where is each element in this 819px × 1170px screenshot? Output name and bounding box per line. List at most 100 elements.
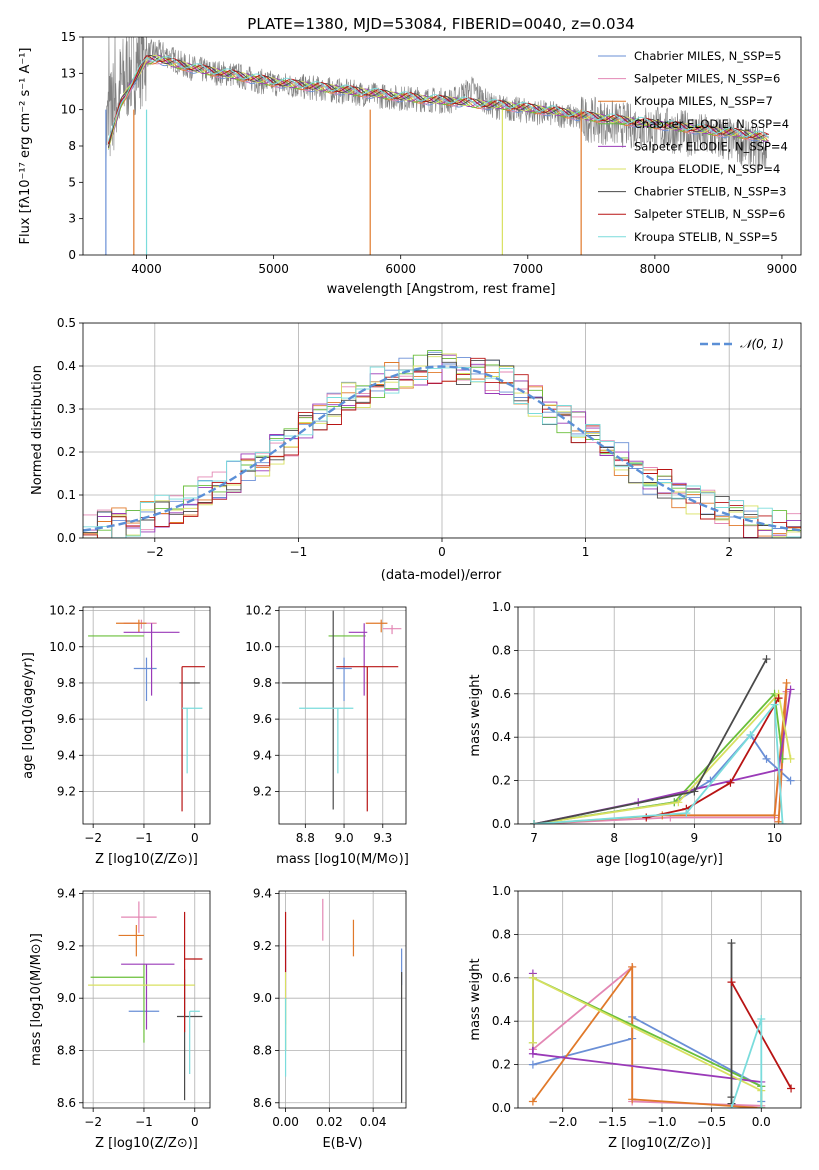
y-tick-label: 0.8 xyxy=(492,643,511,657)
plot-area-spectrum xyxy=(105,37,770,255)
y-tick-label: 9.6 xyxy=(253,712,272,726)
weight-marker xyxy=(786,685,795,694)
y-tick-label: 9.4 xyxy=(253,887,272,901)
legend: Chabrier MILES, N_SSP=5 Salpeter MILES, N… xyxy=(598,49,789,244)
x-tick-label: 0 xyxy=(438,545,446,559)
y-tick-label: 0.2 xyxy=(57,445,76,459)
legend-label-6: Chabrier STELIB, N_SSP=3 xyxy=(634,185,786,199)
model-line-2 xyxy=(107,58,770,144)
y-tick-label: 0.4 xyxy=(57,359,76,373)
legend-label-5: Kroupa ELODIE, N_SSP=4 xyxy=(634,162,780,176)
y-tick-label: 1.0 xyxy=(492,884,511,898)
weight-line-8 xyxy=(730,1018,763,1108)
x-tick-label: 7 xyxy=(530,831,538,845)
errorbar-point-2 xyxy=(118,924,144,957)
weight-line-1 xyxy=(532,965,762,1107)
plot-area-residuals xyxy=(83,323,801,538)
legend-label-0: Chabrier MILES, N_SSP=5 xyxy=(634,49,781,63)
weight-marker xyxy=(528,1049,537,1058)
panel-residuals: −2 −1 0 1 2 0.0 0.1 0.2 0.3 0.4 0.5 xyxy=(57,316,802,559)
errorbar-point-3 xyxy=(90,964,145,1043)
y-tick-label: 0.2 xyxy=(492,774,511,788)
legend-label-8: Kroupa STELIB, N_SSP=5 xyxy=(634,230,778,244)
weight-marker xyxy=(782,678,791,687)
y-tick-label: 8.6 xyxy=(253,1096,272,1110)
y-tick-label: 9.2 xyxy=(57,939,76,953)
x-tick-label: 9000 xyxy=(767,262,798,276)
axes-frame xyxy=(517,890,802,1109)
y-tick-label: 1.0 xyxy=(492,600,511,614)
weight-marker xyxy=(727,1104,736,1108)
x-tick-label: 0.02 xyxy=(316,1115,343,1129)
axes-frame xyxy=(278,606,407,825)
chart-title: PLATE=1380, MJD=53084, FIBERID=0040, z=0… xyxy=(247,15,634,33)
plot-area-z-age xyxy=(83,607,210,824)
errorbar-point-0 xyxy=(336,657,352,702)
weight-marker xyxy=(786,754,795,763)
x-tick-label: 9 xyxy=(691,831,699,845)
weight-marker xyxy=(787,1084,796,1093)
weight-marker xyxy=(690,787,699,796)
x-tick-label: 8.8 xyxy=(296,831,315,845)
weight-marker xyxy=(528,1097,537,1106)
x-tick-label: 6000 xyxy=(385,262,416,276)
plot-area-mass-age xyxy=(279,607,406,824)
x-tick-label: 8 xyxy=(610,831,618,845)
weight-marker xyxy=(528,1060,537,1069)
weight-marker xyxy=(528,1038,537,1047)
y-axis-label: Flux [fλ10⁻¹⁷ erg cm⁻² s⁻¹ A⁻¹] xyxy=(18,48,33,245)
errorbar-point-7 xyxy=(184,911,203,1033)
errorbar-point-8 xyxy=(299,707,354,774)
legend-label-4: Salpeter ELODIE, N_SSP=4 xyxy=(634,139,788,153)
x-tick-label: 9.0 xyxy=(335,831,354,845)
legend-label-2: Kroupa MILES, N_SSP=7 xyxy=(634,94,773,108)
gaussian-curve xyxy=(83,365,801,532)
histogram-4 xyxy=(83,354,801,538)
weight-marker xyxy=(726,778,735,787)
x-tick-label: −2.0 xyxy=(548,1115,577,1129)
x-tick-label: 5000 xyxy=(258,262,289,276)
x-tick-label: 0 xyxy=(191,1115,199,1129)
x-axis-label: age [log10(age/yr)] xyxy=(596,852,723,867)
plot-area-z-mass xyxy=(83,891,210,1108)
y-tick-label: 8.6 xyxy=(57,1096,76,1110)
x-tick-label: 0.04 xyxy=(360,1115,387,1129)
x-tick-label: 0.0 xyxy=(752,1115,771,1129)
x-axis-label: Z [log10(Z/Z⊙)] xyxy=(95,852,198,867)
y-tick-label: 0 xyxy=(68,248,76,262)
x-axis-label: Z [log10(Z/Z⊙)] xyxy=(95,1136,198,1151)
model-line-8 xyxy=(107,56,770,142)
y-tick-label: 9.2 xyxy=(253,784,272,798)
x-axis-label: mass [log10(M/M⊙)] xyxy=(276,852,409,867)
weight-line-3 xyxy=(532,976,763,1108)
y-tick-label: 0.8 xyxy=(492,927,511,941)
weight-marker xyxy=(727,939,736,948)
errorbar-point-1 xyxy=(382,625,402,635)
y-tick-label: 10 xyxy=(61,103,76,117)
y-axis-label: mass weight xyxy=(468,674,483,756)
x-tick-label: −2 xyxy=(84,1115,102,1129)
weight-marker xyxy=(774,817,783,824)
axes-frame xyxy=(82,890,211,1109)
panel-age-weight: 7 8 9 10 0.0 0.2 0.4 0.6 0.8 1.0 xyxy=(492,600,802,845)
x-tick-label: 4000 xyxy=(131,262,162,276)
weight-marker xyxy=(786,776,795,785)
y-tick-label: 9.8 xyxy=(253,676,272,690)
x-tick-label: −1 xyxy=(135,831,153,845)
panel-z-weight: −2.0 −1.5 −1.0 −0.5 0.0 0.0 0.2 0.4 0.6 0.8 1.0 xyxy=(492,884,802,1129)
x-tick-label: 1 xyxy=(582,545,590,559)
axes-frame xyxy=(278,890,407,1109)
x-tick-label: 2 xyxy=(725,545,733,559)
y-tick-label: 10.0 xyxy=(245,640,272,654)
y-tick-label: 9.0 xyxy=(253,991,272,1005)
x-tick-label: 0 xyxy=(191,831,199,845)
errorbar-point-4 xyxy=(121,963,175,1030)
weight-marker xyxy=(528,973,537,982)
legend-label-gaussian: 𝒩(0, 1) xyxy=(740,337,784,351)
y-tick-label: 0.0 xyxy=(492,1101,511,1115)
model-line-6 xyxy=(107,54,769,148)
errorbar-point-7 xyxy=(181,666,205,812)
legend-label-1: Salpeter MILES, N_SSP=6 xyxy=(634,72,780,86)
plot-area-ebv-mass xyxy=(279,891,406,1108)
